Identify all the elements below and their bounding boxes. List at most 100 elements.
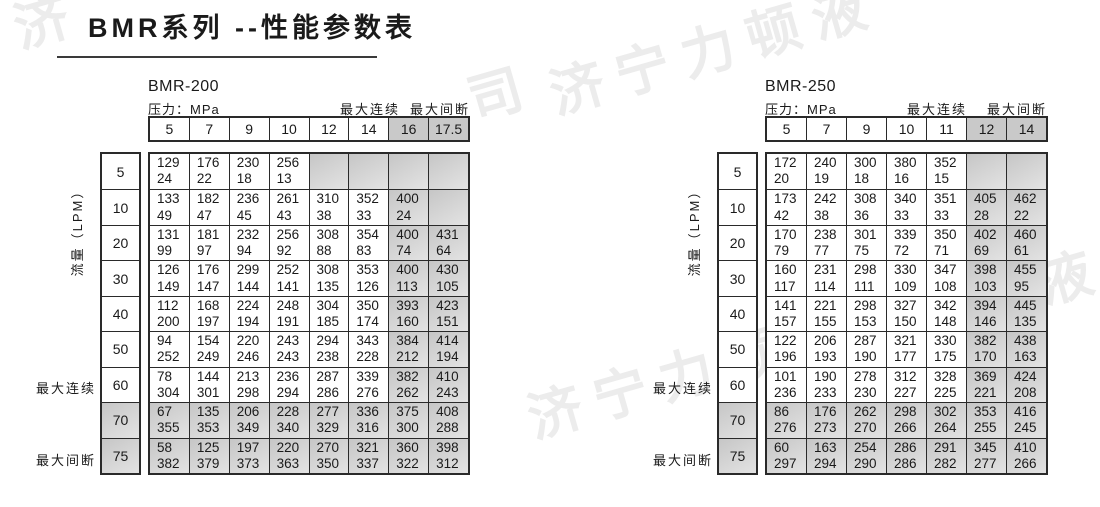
- data-cell: 170 79: [774, 226, 797, 259]
- data-cell: 163 294: [806, 438, 846, 473]
- pressure-header-cell: 14: [1006, 118, 1046, 140]
- data-cell: 398 312: [428, 438, 468, 473]
- data-cell: 462 22: [1006, 190, 1046, 225]
- table-row: 170 79 238 77 301 75 339 72 350 71 402 69 460 61: [767, 224, 1046, 261]
- data-cell: 438 163: [1006, 332, 1046, 367]
- data-cell: 342 148: [926, 296, 966, 332]
- data-cell: 206 193: [806, 332, 846, 367]
- max-intermittent-row-label: 最大间断: [35, 453, 96, 468]
- data-cell: 400 74: [388, 225, 429, 261]
- data-cell: 86 276: [767, 403, 806, 438]
- data-cell: 294 238: [308, 332, 349, 367]
- data-cell: 182 47: [188, 190, 229, 225]
- data-cell: 380 16: [886, 154, 926, 190]
- data-cell: [308, 154, 349, 190]
- flow-row-header-cell: 70: [102, 402, 139, 438]
- data-cell: 78 304: [157, 368, 180, 400]
- data-cell: 176 147: [188, 261, 229, 296]
- data-cell: 339 72: [886, 225, 926, 261]
- data-cell: 122 196: [774, 333, 797, 365]
- table-row: 94 252 154 249 220 246 243 243 294 238 343 228 384 21…: [150, 331, 468, 367]
- data-cell: 400 113: [388, 261, 429, 296]
- data-cell: 308 36: [846, 190, 886, 225]
- data-cell: 126 149: [157, 262, 180, 294]
- pressure-header-cell: 5: [782, 121, 791, 137]
- data-cell: 424 208: [1006, 367, 1046, 403]
- max-intermittent-column-label: 最大间断: [409, 102, 470, 117]
- flow-column: 5 10 20 30 40 50 60 70 75: [100, 152, 141, 475]
- data-cell: 67 355: [150, 403, 189, 438]
- data-cell: 60 297: [767, 438, 806, 473]
- flow-column: 5 10 20 30 40 50 60 70 75: [717, 152, 758, 475]
- flow-row-header-cell: 70: [719, 402, 756, 438]
- data-cell: 242 38: [806, 190, 846, 225]
- data-cell: 455 95: [1006, 261, 1046, 296]
- data-cell: 304 185: [308, 296, 349, 332]
- data-cell: 460 61: [1006, 225, 1046, 261]
- flow-row-header-cell: 30: [102, 260, 139, 295]
- table-row: 101 236 190 233 278 230 312 227 328 225 369 221 424 2…: [767, 366, 1046, 403]
- max-continuous-column-label: 最大连续: [906, 102, 967, 117]
- flow-row-header-cell: 40: [719, 295, 756, 331]
- pressure-header-cell: 5: [165, 121, 174, 137]
- flow-row-header-cell: 10: [719, 189, 756, 224]
- data-cell: [428, 190, 468, 225]
- data-cell: 172 20: [774, 155, 797, 187]
- data-cell: 410 266: [1006, 438, 1046, 473]
- data-grid: 129 24 176 22 230 18 256 13 133 49 182 47 236 45 261 43…: [148, 152, 470, 475]
- table-model-label: BMR-250: [765, 78, 837, 95]
- data-cell: 206 349: [228, 403, 269, 438]
- pressure-unit-label: 压力：MPa: [148, 102, 220, 117]
- data-cell: 168 197: [188, 296, 229, 332]
- data-cell: 321 177: [886, 332, 926, 367]
- data-cell: 410 243: [428, 367, 468, 403]
- pressure-header-cell: 14: [348, 118, 388, 140]
- data-cell: 423 151: [428, 296, 468, 332]
- table-row: 160 117 231 114 298 111 330 109 347 108 398 103 455 9…: [767, 260, 1046, 296]
- pressure-header-cell: 9: [846, 118, 886, 140]
- table-row: 133 49 182 47 236 45 261 43 310 38 352 33 400 24: [150, 189, 468, 225]
- data-cell: 300 18: [846, 154, 886, 190]
- data-cell: 248 191: [268, 296, 309, 332]
- data-cell: 301 75: [846, 225, 886, 261]
- flow-axis-label: 流量（LPM）: [687, 183, 702, 277]
- data-cell: 353 126: [348, 261, 388, 296]
- data-cell: 256 13: [268, 154, 309, 190]
- data-cell: 347 108: [926, 261, 966, 296]
- data-cell: 261 43: [268, 190, 309, 225]
- data-cell: 430 105: [428, 261, 468, 296]
- data-cell: 416 245: [1006, 403, 1046, 438]
- data-cell: 298 153: [846, 296, 886, 332]
- table-bmr-200: BMR-200 压力：MPa 最大连续 最大间断 流量（LPM） 最大连续 最大…: [0, 78, 480, 498]
- flow-row-header-cell: 5: [733, 163, 742, 180]
- pressure-header-cell: 16: [388, 118, 429, 140]
- data-cell: 262 270: [846, 403, 886, 438]
- data-cell: 343 228: [348, 332, 388, 367]
- data-cell: 176 273: [806, 403, 846, 438]
- table-row: 129 24 176 22 230 18 256 13: [150, 154, 468, 190]
- data-cell: 240 19: [806, 154, 846, 190]
- data-cell: 256 92: [268, 225, 309, 261]
- data-cell: 220 363: [268, 438, 309, 473]
- data-cell: 328 225: [926, 367, 966, 403]
- data-cell: 351 33: [926, 190, 966, 225]
- table-row: 173 42 242 38 308 36 340 33 351 33 405 28 462 22: [767, 189, 1046, 225]
- data-cell: 330 175: [926, 332, 966, 367]
- data-cell: 384 212: [388, 332, 429, 367]
- data-cell: 58 382: [150, 438, 189, 473]
- data-cell: 228 340: [268, 403, 309, 438]
- data-cell: 173 42: [774, 191, 797, 223]
- data-cell: 291 282: [926, 438, 966, 473]
- data-cell: 144 301: [188, 367, 229, 403]
- max-intermittent-row-label: 最大间断: [652, 453, 713, 468]
- data-cell: 286 286: [886, 438, 926, 473]
- data-cell: 353 255: [966, 403, 1006, 438]
- data-cell: 445 135: [1006, 296, 1046, 332]
- pressure-header-cell: 17.5: [428, 118, 468, 140]
- data-cell: 321 337: [348, 438, 389, 473]
- data-cell: 360 322: [388, 438, 429, 473]
- data-cell: 312 227: [886, 367, 926, 403]
- data-cell: 133 49: [157, 191, 180, 223]
- page-title: BMR系列 --性能参数表: [88, 13, 416, 43]
- pressure-header-cell: 12: [308, 118, 349, 140]
